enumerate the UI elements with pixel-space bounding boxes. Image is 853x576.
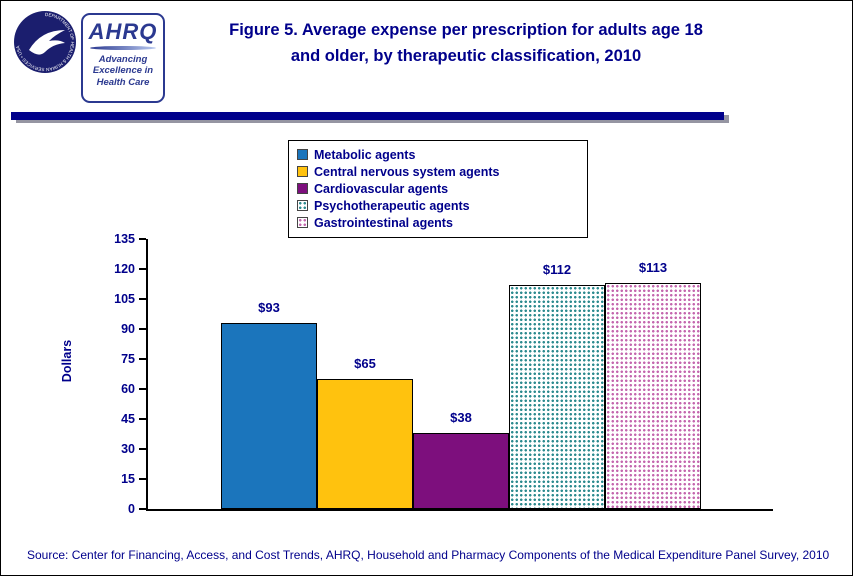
ahrq-logo-swoosh-icon <box>90 46 156 50</box>
legend-label: Cardiovascular agents <box>314 181 449 196</box>
ahrq-tagline-line2: Excellence in <box>92 65 154 77</box>
y-tick-label: 0 <box>128 502 135 516</box>
hhs-logo-icon: DEPARTMENT OF HEALTH & HUMAN SERVICES • … <box>13 10 77 74</box>
y-axis-title: Dollars <box>60 339 74 383</box>
y-tick-mark <box>139 448 146 450</box>
y-tick-label: 75 <box>121 352 135 366</box>
legend-item-gastrointestinal: Gastrointestinal agents <box>297 214 579 231</box>
ahrq-tagline-line3: Health Care <box>96 76 150 88</box>
y-tick-mark <box>139 418 146 420</box>
bar-value-label: $113 <box>638 260 668 275</box>
bar-metabolic-agents <box>221 323 317 509</box>
legend-swatch-cardiovascular <box>297 183 308 194</box>
y-tick-label: 135 <box>114 232 135 246</box>
legend-item-cns: Central nervous system agents <box>297 163 579 180</box>
y-tick-mark <box>139 298 146 300</box>
figure-title-line1: Figure 5. Average expense per prescripti… <box>229 21 703 39</box>
ahrq-logo-tagline: Advancing Excellence in Health Care <box>93 54 153 88</box>
legend-label: Central nervous system agents <box>314 164 500 179</box>
ahrq-logo: AHRQ Advancing Excellence in Health Care <box>81 13 165 103</box>
legend-swatch-psychotherapeutic <box>297 200 308 211</box>
legend-swatch-metabolic <box>297 149 308 160</box>
y-tick-mark <box>139 268 146 270</box>
legend-item-psychotherapeutic: Psychotherapeutic agents <box>297 197 579 214</box>
figure-title-line2: and older, by therapeutic classification… <box>290 47 642 66</box>
y-tick-mark <box>139 478 146 480</box>
bar-cardiovascular-agents <box>413 433 509 509</box>
y-tick-mark <box>139 388 146 390</box>
y-tick-label: 120 <box>114 262 135 276</box>
y-tick-labels: 0 15 30 45 60 75 90 105 120 135 <box>97 232 135 516</box>
y-tick-mark <box>139 328 146 330</box>
legend-label: Psychotherapeutic agents <box>314 198 470 213</box>
legend-item-cardiovascular: Cardiovascular agents <box>297 180 579 197</box>
legend-swatch-gastrointestinal <box>297 217 308 228</box>
legend-item-metabolic: Metabolic agents <box>297 146 579 163</box>
figure-title: Figure 5. Average expense per prescripti… <box>186 17 746 70</box>
y-tick-mark <box>139 358 146 360</box>
plot-area: $93 $65 $38 $112 $113 <box>146 239 773 511</box>
bar-psychotherapeutic-agents <box>509 285 605 509</box>
ahrq-tagline-line1: Advancing <box>98 54 148 65</box>
y-tick-mark <box>139 508 146 510</box>
bar-central-nervous-system-agents <box>317 379 413 509</box>
source-text: Source: Center for Financing, Access, an… <box>27 548 830 562</box>
bar-value-label: $38 <box>450 410 472 425</box>
legend-swatch-cns <box>297 166 308 177</box>
y-tick-marks <box>139 238 146 511</box>
y-tick-label: 90 <box>121 322 135 336</box>
legend-label: Metabolic agents <box>314 147 416 162</box>
y-tick-label: 15 <box>121 472 135 486</box>
legend-label: Gastrointestinal agents <box>314 215 453 230</box>
y-tick-mark <box>139 238 146 240</box>
bar-value-label: $112 <box>542 262 572 277</box>
chart-legend: Metabolic agents Central nervous system … <box>288 140 588 238</box>
bar-value-label: $65 <box>354 356 376 371</box>
bar-gastrointestinal-agents <box>605 283 701 509</box>
y-tick-label: 30 <box>121 442 135 456</box>
ahrq-logo-acronym: AHRQ <box>88 19 158 44</box>
y-tick-label: 105 <box>114 292 135 306</box>
bar-value-label: $93 <box>258 300 280 315</box>
y-tick-label: 60 <box>121 382 135 396</box>
header-divider-rule <box>11 112 724 120</box>
y-tick-label: 45 <box>121 412 135 426</box>
